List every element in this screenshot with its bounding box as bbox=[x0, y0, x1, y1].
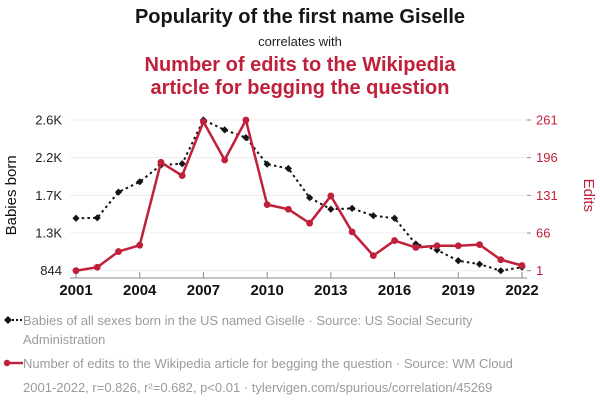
right-tick-label: 131 bbox=[536, 188, 558, 203]
babies-series-point bbox=[327, 205, 335, 213]
babies-series-point bbox=[221, 126, 229, 134]
left-tick-label: 2.2K bbox=[35, 150, 62, 165]
x-tick-label: 2019 bbox=[442, 282, 475, 299]
edits-series-line bbox=[75, 118, 523, 272]
right-tick-label: 196 bbox=[536, 150, 558, 165]
left-tick-label: 2.6K bbox=[35, 113, 62, 128]
edits-series-point bbox=[327, 192, 335, 200]
edits-legend-marker-icon bbox=[3, 359, 23, 367]
edits-series-point bbox=[454, 242, 462, 250]
x-tick-label: 2022 bbox=[505, 282, 538, 299]
babies-series-line bbox=[75, 118, 523, 272]
primary-title: Popularity of the first name Giselle bbox=[134, 6, 466, 28]
edits-series-point bbox=[221, 156, 229, 164]
edits-series-point bbox=[136, 241, 144, 249]
edits-series-point bbox=[157, 158, 165, 166]
x-tick-label: 2016 bbox=[378, 282, 411, 299]
chart-header: Popularity of the first name Giselle cor… bbox=[0, 0, 600, 100]
legend-label-edits: Number of edits to the Wikipedia article… bbox=[23, 356, 513, 371]
edits-series-point bbox=[242, 116, 250, 124]
babies-series-point bbox=[114, 188, 123, 196]
edits-series-point bbox=[284, 205, 292, 213]
edits-series-point bbox=[391, 237, 398, 244]
right-tick-label: 1 bbox=[536, 263, 543, 278]
edits-series-point bbox=[263, 201, 271, 209]
babies-series-point bbox=[369, 212, 377, 220]
babies-series-point bbox=[178, 160, 186, 168]
babies-series-point bbox=[475, 260, 484, 268]
babies-series-point bbox=[93, 214, 101, 222]
left-axis-title: Babies born bbox=[3, 155, 20, 235]
left-tick-label: 844 bbox=[40, 263, 62, 278]
babies-legend-marker-icon bbox=[4, 316, 23, 324]
edits-series-point bbox=[115, 248, 122, 255]
babies-series-point bbox=[284, 164, 292, 173]
babies-series-point bbox=[72, 214, 80, 222]
edits-series-point bbox=[200, 118, 207, 126]
right-tick-label: 261 bbox=[536, 113, 558, 128]
babies-series-point bbox=[454, 257, 462, 265]
edits-series-point bbox=[433, 242, 441, 250]
babies-series-point bbox=[348, 204, 356, 212]
edits-series-point bbox=[348, 228, 356, 236]
babies-series-point bbox=[242, 133, 250, 142]
legend-entry-edits: Number of edits to the Wikipedia article… bbox=[3, 354, 590, 373]
legend-entry-babies: Babies of all sexes born in the US named… bbox=[3, 311, 590, 349]
legend-label-babies: Babies of all sexes born in the US named… bbox=[23, 313, 473, 347]
left-tick-label: 1.7K bbox=[35, 188, 62, 203]
edits-series-point bbox=[93, 263, 101, 271]
babies-series-point bbox=[497, 267, 505, 275]
secondary-title: Number of edits to the Wikipedia article… bbox=[144, 54, 456, 99]
edits-series-point bbox=[518, 262, 526, 269]
babies-series-point bbox=[263, 160, 271, 168]
correlates-with-label: correlates with bbox=[258, 34, 342, 49]
edits-series-point bbox=[476, 241, 483, 249]
babies-series-point bbox=[306, 194, 314, 202]
edits-series-point bbox=[306, 219, 314, 227]
edits-series-point bbox=[369, 252, 377, 260]
legend: Babies of all sexes born in the US named… bbox=[0, 305, 600, 396]
babies-series-point bbox=[390, 214, 399, 222]
x-tick-label: 2013 bbox=[314, 282, 347, 299]
left-tick-label: 1.3K bbox=[35, 226, 62, 241]
x-tick-label: 2007 bbox=[187, 282, 220, 299]
edits-series-point bbox=[178, 172, 186, 180]
babies-series-point bbox=[136, 178, 144, 186]
right-axis-title: Edits bbox=[580, 179, 597, 212]
right-tick-label: 66 bbox=[536, 226, 550, 241]
edits-series-point bbox=[497, 256, 505, 264]
x-tick-label: 2004 bbox=[123, 282, 157, 299]
x-tick-label: 2001 bbox=[59, 282, 92, 299]
edits-series-point bbox=[412, 244, 420, 251]
x-tick-label: 2010 bbox=[250, 282, 283, 299]
dual-axis-line-chart: 2001 2004 2007 2010 2013 2016 2019 2022 844 1.3K 1… bbox=[3, 113, 597, 300]
edits-series-point bbox=[72, 267, 80, 275]
stats-footnote: 2001-2022, r=0.826, r²=0.682, p<0.01 · t… bbox=[23, 380, 493, 395]
